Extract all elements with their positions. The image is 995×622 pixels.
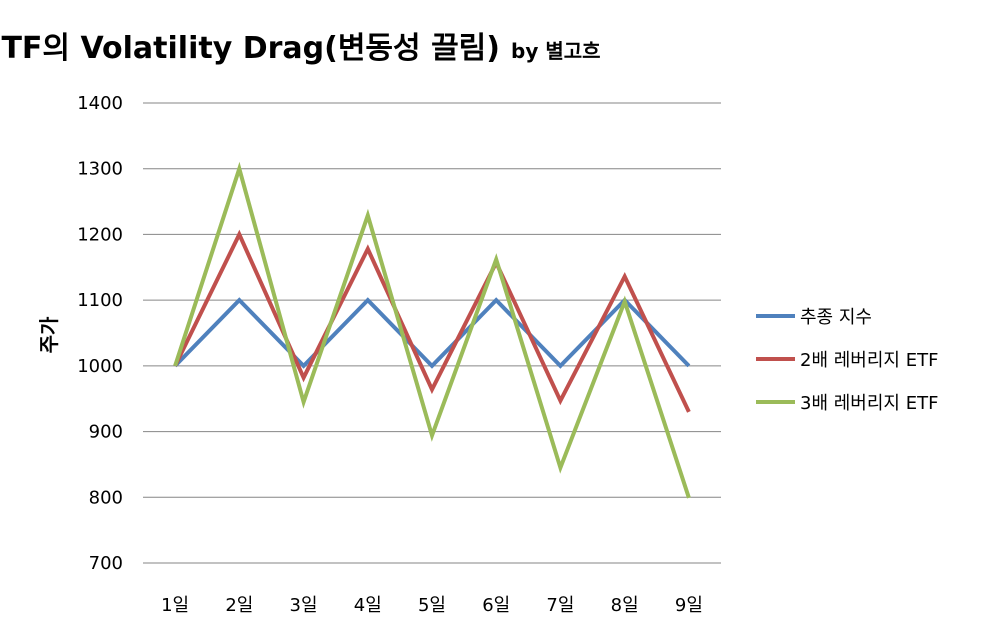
y-tick-label-800: 800 [89, 487, 123, 508]
y-tick-label-1100: 1100 [77, 290, 123, 311]
legend: 추종 지수 2배 레버리지 ETF 3배 레버리지 ETF [756, 307, 938, 414]
chart-title: 레버리지 ETF의 Volatility Drag(변동성 끌림) [0, 31, 500, 66]
y-tick-label-1000: 1000 [77, 356, 123, 377]
legend-label-1: 추종 지수 [800, 307, 872, 328]
x-tick-label-2: 2일 [225, 595, 253, 616]
y-tick-label-1300: 1300 [77, 159, 123, 180]
y-tick-label-900: 900 [89, 422, 123, 443]
x-tick-label-7: 7일 [546, 595, 574, 616]
series-lines [173, 161, 691, 499]
x-tick-label-6: 6일 [482, 595, 510, 616]
y-axis-title: 주가 [37, 316, 61, 353]
y-tick-label-1200: 1200 [77, 224, 123, 245]
x-tick-label-8: 8일 [611, 595, 639, 616]
x-tick-label-4: 4일 [354, 595, 382, 616]
x-axis-ticks: 1일 2일 3일 4일 5일 6일 7일 8일 9일 [161, 595, 703, 616]
x-tick-label-3: 3일 [290, 595, 318, 616]
x-tick-label-5: 5일 [418, 595, 446, 616]
y-axis-ticks: 700 800 900 1000 1100 1200 1300 1400 [77, 93, 123, 574]
series-line-2 [173, 229, 691, 413]
x-tick-label-9: 9일 [675, 595, 703, 616]
chart-subtitle: by 별고흐 [511, 39, 601, 63]
y-tick-label-1400: 1400 [77, 93, 123, 114]
series-line-3 [173, 161, 691, 499]
legend-label-3: 3배 레버리지 ETF [800, 393, 938, 414]
y-tick-label-700: 700 [89, 553, 123, 574]
legend-label-2: 2배 레버리지 ETF [800, 350, 938, 371]
x-tick-label-1: 1일 [161, 595, 189, 616]
